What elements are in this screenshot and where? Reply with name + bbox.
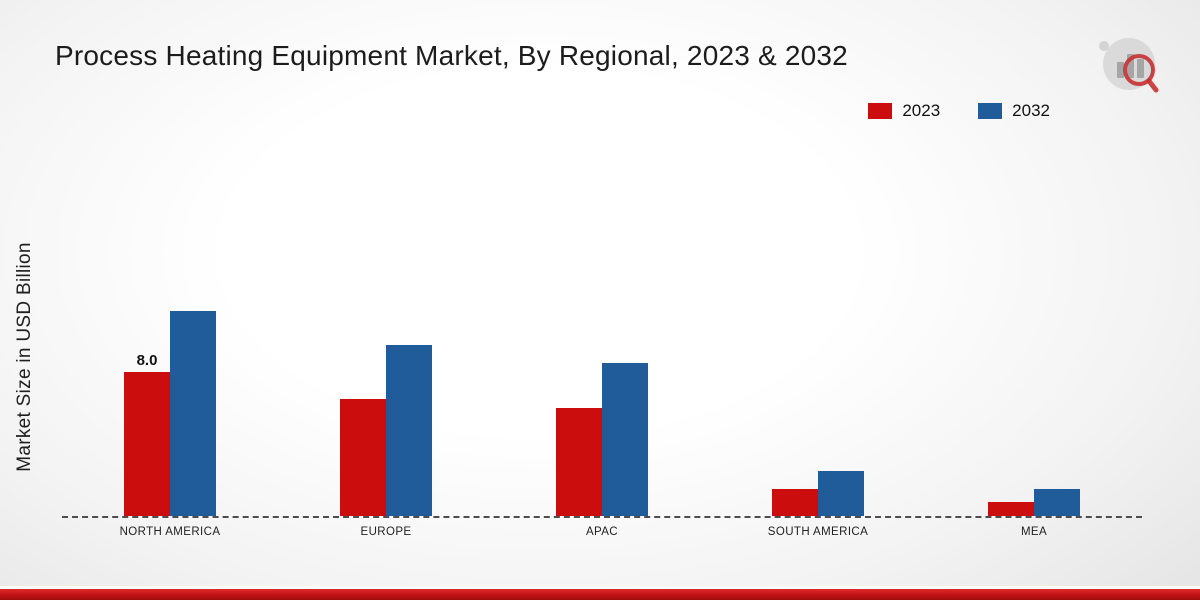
legend-swatch-2032 [978,103,1003,119]
bar-wrap [772,489,818,516]
legend-label-2032: 2032 [1012,101,1050,120]
bar-group-mea [988,489,1080,516]
bar-wrap [988,502,1034,516]
bar-2032-apac [602,363,648,516]
x-axis-baseline [62,516,1142,518]
bar-2023-south-america [772,489,818,516]
bar-2032-mea [1034,489,1080,516]
bar-2032-north-america [170,311,216,516]
analytics-logo-icon [1092,30,1162,100]
bar-wrap: 8.0 [124,352,170,516]
bar-2023-mea [988,502,1034,516]
bar-2032-europe [386,345,432,516]
category-label-south-america: SOUTH AMERICA [767,526,869,538]
bar-wrap [602,363,648,516]
category-label-apac: APAC [585,526,619,538]
bar-2032-south-america [818,471,864,516]
bar-group-apac [556,363,648,516]
category-label-north-america: NORTH AMERICA [119,526,221,538]
plot-area: 8.0 [62,250,1142,516]
footer-band [0,589,1200,600]
bar-value-label: 8.0 [136,352,158,369]
legend: 2023 2032 [868,101,1050,121]
legend-item-2023: 2023 [868,101,940,121]
bar-2023-north-america [124,372,170,516]
bar-wrap [818,471,864,516]
legend-swatch-2023 [868,103,893,119]
bar-wrap [170,311,216,516]
footer-divider [0,586,1200,589]
bar-wrap [386,345,432,516]
bar-wrap [1034,489,1080,516]
legend-item-2032: 2032 [978,101,1050,121]
bar-group-europe [340,345,432,516]
bar-group-north-america: 8.0 [124,311,216,516]
category-label-mea: MEA [1020,526,1048,538]
category-axis: NORTH AMERICA EUROPE APAC SOUTH AMERICA MEA [62,524,1142,541]
bar-wrap [340,399,386,516]
chart-title: Process Heating Equipment Market, By Reg… [55,40,848,71]
legend-label-2023: 2023 [902,101,941,120]
bar-2023-europe [340,399,386,516]
y-axis-label: Market Size in USD Billion [14,242,35,472]
bar-wrap [556,408,602,516]
bar-2023-apac [556,408,602,516]
category-label-europe: EUROPE [360,526,412,538]
bar-group-south-america [772,471,864,516]
